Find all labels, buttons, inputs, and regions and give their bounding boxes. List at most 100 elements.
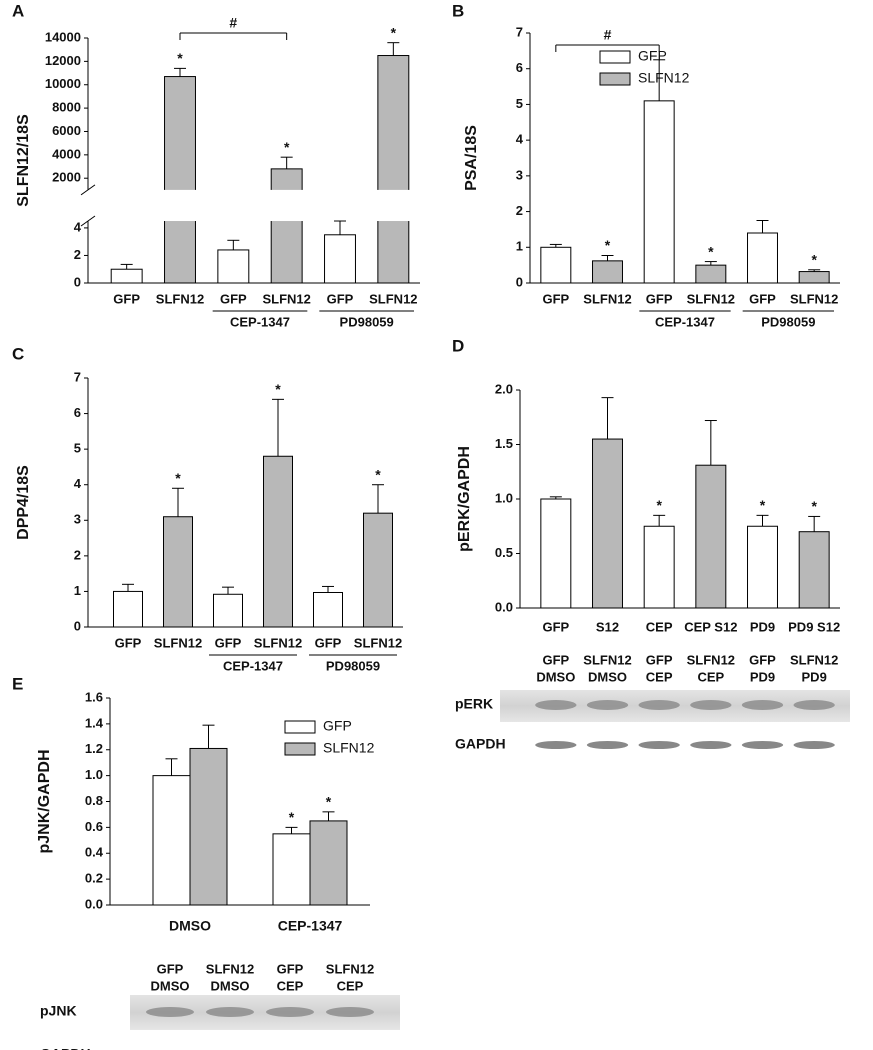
y-tick-label: 7 [74, 369, 81, 384]
blot-band [638, 700, 680, 710]
group-label: CEP-1347 [655, 314, 715, 329]
significance-mark: * [656, 497, 662, 513]
bracket-label: # [604, 27, 612, 43]
y-tick-label: 7 [516, 24, 523, 39]
y-tick-label: 2 [74, 547, 81, 562]
y-tick-label: 1.2 [85, 741, 103, 756]
lane-label: DMSO [536, 669, 575, 684]
significance-mark: * [284, 139, 290, 155]
bar [309, 820, 348, 906]
x-tick-label: GFP [542, 291, 569, 306]
lane-label: CEP [277, 978, 304, 993]
bracket-label: # [229, 15, 237, 31]
y-tick-label: 1 [74, 583, 81, 598]
bar [695, 264, 727, 284]
lane-label: PD9 [750, 669, 775, 684]
y-tick-label: 1.0 [85, 767, 103, 782]
x-tick-label: GFP [215, 635, 242, 650]
blot-band [146, 1007, 194, 1017]
y-tick-label: 4000 [52, 146, 81, 161]
lane-label: PD9 [802, 669, 827, 684]
bar [163, 516, 193, 628]
blot-row-label: GAPDH [40, 1046, 91, 1050]
x-tick-label: GFP [315, 635, 342, 650]
significance-mark: * [811, 251, 817, 267]
x-tick-label: SLFN12 [687, 291, 735, 306]
legend-swatch [284, 720, 316, 734]
blot-band [586, 700, 629, 710]
bar [540, 498, 572, 609]
bar [592, 438, 623, 609]
y-tick-label: 14000 [45, 29, 81, 44]
group-label: PD98059 [340, 314, 394, 329]
blot-band [741, 741, 784, 749]
legend-swatch [284, 742, 316, 756]
x-tick-label: SLFN12 [262, 291, 310, 306]
panel-letter: A [12, 1, 24, 20]
y-tick-label: 0.8 [85, 793, 103, 808]
y-axis-title: pERK/GAPDH [456, 446, 473, 552]
lane-label: GFP [277, 961, 304, 976]
significance-mark: * [391, 24, 397, 40]
lane-label: SLFN12 [687, 652, 735, 667]
y-tick-label: 3 [516, 167, 523, 182]
legend-label: SLFN12 [323, 740, 375, 756]
lane-label: GFP [646, 652, 673, 667]
bar [272, 833, 311, 906]
bar [798, 531, 830, 609]
legend-label: GFP [323, 718, 352, 734]
axis-break [80, 215, 96, 227]
x-tick-label: GFP [327, 291, 354, 306]
lane-label: SLFN12 [583, 652, 631, 667]
y-tick-label: 4 [74, 219, 82, 234]
y-tick-label: 1.6 [85, 689, 103, 704]
significance-mark: * [275, 381, 281, 397]
lane-label: DMSO [588, 669, 627, 684]
bar [747, 525, 778, 609]
y-tick-label: 0.0 [495, 599, 513, 614]
y-tick-label: 1 [516, 239, 523, 254]
y-tick-label: 6 [516, 60, 523, 75]
significance-mark: * [175, 470, 181, 486]
y-tick-label: 6 [74, 405, 81, 420]
blot-band [206, 1007, 254, 1017]
blot-band [638, 741, 680, 749]
bar [377, 55, 410, 284]
y-tick-label: 0 [516, 274, 523, 289]
y-tick-label: 0.0 [85, 896, 103, 911]
y-tick-label: 2000 [52, 170, 81, 185]
bar [152, 775, 191, 906]
x-tick-label: GFP [542, 619, 569, 634]
group-label: PD98059 [326, 658, 380, 673]
x-tick-label: S12 [596, 619, 619, 634]
legend-swatch [599, 72, 631, 86]
blot-band [690, 741, 732, 749]
bar [643, 100, 675, 284]
bar [263, 455, 293, 628]
y-tick-label: 2.0 [495, 381, 513, 396]
x-tick-label: CEP [646, 619, 673, 634]
blot-band [741, 700, 784, 710]
x-tick-label: SLFN12 [354, 635, 402, 650]
significance-mark: * [708, 243, 714, 259]
lane-label: CEP [697, 669, 724, 684]
bar [189, 747, 228, 906]
x-tick-label: PD9 [750, 619, 775, 634]
bar [747, 232, 778, 284]
y-tick-label: 0.2 [85, 871, 103, 886]
group-label: CEP-1347 [230, 314, 290, 329]
y-tick-label: 0.5 [495, 545, 513, 560]
y-tick-label: 0.4 [85, 845, 104, 860]
bar [798, 271, 830, 284]
blot-band [326, 1007, 374, 1017]
bar [363, 512, 393, 628]
group-label: CEP-1347 [223, 658, 283, 673]
y-tick-label: 1.0 [495, 490, 513, 505]
significance-mark: * [177, 50, 183, 66]
x-tick-label: DMSO [169, 918, 211, 934]
y-tick-label: 6000 [52, 123, 81, 138]
blot-band [793, 700, 835, 710]
panel-letter: D [452, 336, 464, 355]
blot-row-label: pJNK [40, 1003, 77, 1019]
